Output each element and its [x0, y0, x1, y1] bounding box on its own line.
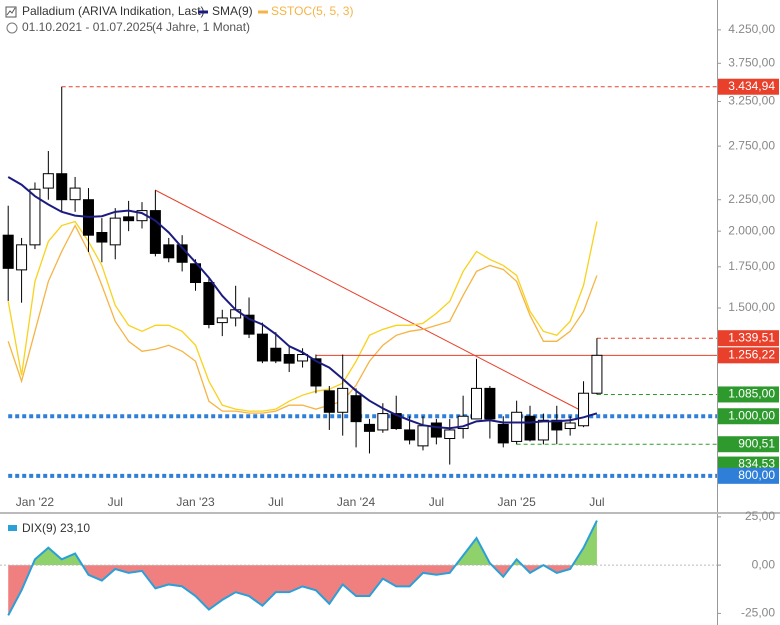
level-label-box — [718, 330, 779, 347]
level-label: 834,53 — [738, 457, 775, 471]
level-label-box — [718, 408, 779, 425]
y-tick-label: 2.750,00 — [728, 138, 775, 152]
y-tick-label: 3.750,00 — [728, 55, 775, 69]
plot-layer: 4.250,00 3.750,00 3.250,00 2.750,00 2.250,00… — [0, 22, 779, 620]
y-tick-label: 1.750,00 — [728, 259, 775, 273]
chart-icon — [6, 7, 16, 16]
candle-body — [350, 395, 362, 423]
legend-swatch — [8, 525, 17, 531]
stoch-line — [7, 220, 598, 412]
x-tick-label: Jul — [429, 495, 444, 509]
x-tick-label: Jan '25 — [497, 495, 536, 509]
candle-body — [297, 354, 309, 362]
x-tick-label: Jul — [108, 495, 123, 509]
level-label: 1.256,22 — [728, 348, 775, 362]
level-label-box — [718, 78, 779, 95]
x-tick-label: Jul — [589, 495, 604, 509]
chart-icon — [5, 6, 17, 18]
candle-body — [430, 422, 442, 438]
candle-body — [390, 413, 402, 430]
y-tick-label: 2.000,00 — [728, 223, 775, 237]
candle-body — [283, 354, 295, 364]
x-tick-label: Jan '23 — [176, 495, 215, 509]
area-negative — [8, 565, 597, 616]
candle-body — [256, 333, 268, 362]
candle-body — [310, 358, 322, 387]
sma-line — [7, 176, 598, 430]
candle-body — [564, 422, 576, 430]
y-tick-label: -25,00 — [741, 606, 775, 620]
subtitle: 01.10.2021 - 01.07.2025 — [22, 20, 153, 34]
candle-body — [2, 234, 14, 269]
candle-body — [537, 419, 549, 441]
candle-body — [578, 392, 590, 427]
candle-body — [243, 314, 255, 335]
candle-body — [497, 423, 509, 444]
y-tick-label: 25,00 — [745, 509, 775, 523]
level-label: 1.085,00 — [728, 387, 775, 401]
legend-entry: SSTOC(5, 5, 3) — [271, 4, 353, 18]
level-label-box — [718, 467, 779, 484]
candle-body — [457, 415, 469, 430]
candle-body — [377, 413, 389, 431]
legend-background — [0, 0, 360, 38]
candle-body — [56, 173, 68, 201]
level-label-box — [718, 386, 779, 403]
candle-body — [591, 354, 603, 394]
level-label-box — [718, 436, 779, 453]
clock-icon — [6, 22, 18, 34]
candle-body — [270, 347, 282, 362]
candle-body — [109, 217, 121, 246]
candle-body — [203, 282, 215, 325]
candle-body — [42, 173, 54, 189]
stoch-line — [7, 224, 598, 414]
level-label: 3.434,94 — [728, 79, 775, 93]
dix-line — [7, 520, 598, 616]
level-label: 1.000,00 — [728, 408, 775, 422]
sub-title: DIX(9) — [22, 521, 57, 535]
legend-background — [0, 518, 96, 538]
chart-title: Palladium (ARIVA Indikation, Last) — [22, 4, 205, 18]
y-tick-label: 2.250,00 — [728, 192, 775, 206]
candle-body — [323, 390, 335, 413]
period: (4 Jahre, 1 Monat) — [152, 20, 250, 34]
candle-body — [16, 244, 28, 271]
candle-body — [524, 415, 536, 441]
level-label-box — [718, 347, 779, 364]
candle-body — [444, 429, 456, 440]
x-tick-label: Jul — [268, 495, 283, 509]
candle-body — [471, 387, 482, 420]
candle-body — [404, 429, 416, 441]
candle-body — [363, 423, 375, 432]
y-tick-label: 1.500,00 — [728, 300, 775, 314]
trend-line — [154, 189, 581, 411]
legend-entry: SMA(9) — [212, 4, 253, 18]
candle-body — [29, 188, 41, 246]
candle-body — [484, 387, 496, 420]
candle-body — [417, 425, 429, 447]
candle-body — [216, 317, 228, 324]
candle-body — [551, 419, 563, 431]
x-tick-label: Jan '22 — [16, 495, 55, 509]
current-value: 23,10 — [60, 521, 90, 535]
y-tick-label: 3.250,00 — [728, 94, 775, 108]
candle-body — [337, 387, 349, 413]
x-tick-label: Jan '24 — [337, 495, 376, 509]
level-label: 1.339,51 — [728, 330, 775, 344]
level-label: 900,51 — [738, 436, 775, 450]
y-tick-label: 0,00 — [752, 557, 776, 571]
candle-body — [96, 231, 108, 243]
y-tick-label: 4.250,00 — [728, 22, 775, 36]
candle-body — [149, 210, 161, 254]
candle-body — [511, 411, 523, 442]
level-label: 800,00 — [738, 468, 775, 482]
candle-body — [163, 244, 175, 259]
candle-body — [69, 187, 81, 201]
candle-body — [123, 216, 135, 222]
